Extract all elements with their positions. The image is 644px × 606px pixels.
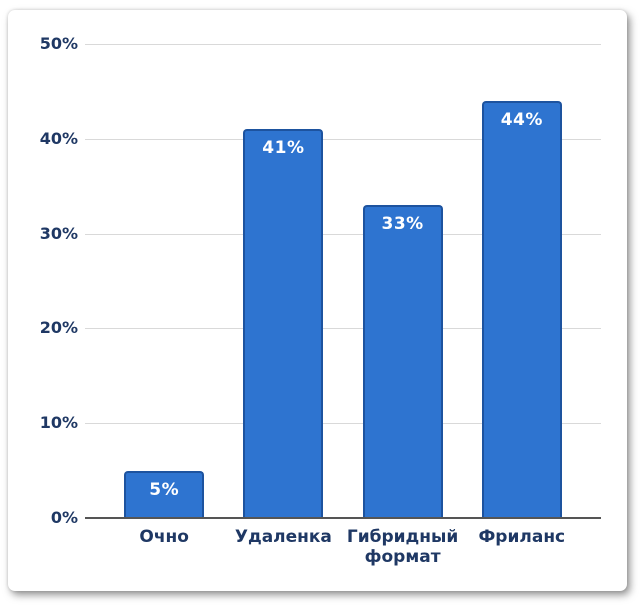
bar-2: 33% [362,205,443,518]
x-axis-line [85,517,601,519]
x-axis-label-1: Удаленка [234,527,332,547]
gridline-30 [85,233,601,235]
bar-value-label-2: 33% [381,214,424,235]
y-tick-label-10: 10% [39,413,78,433]
bar-1: 41% [243,129,324,518]
bar-value-label-3: 44% [500,109,543,130]
y-tick-label-50: 50% [39,34,78,53]
gridline-50 [85,44,601,45]
bar-value-label-1: 41% [262,138,305,159]
chart-card: 5% 41% 33% 44% 0% 10% 20% 30% 40% 50% Очно Удаленк… [8,10,627,591]
gridline-40 [85,138,601,140]
x-axis-label-2: Гибридный формат [346,527,459,568]
y-tick-label-40: 40% [39,128,78,148]
y-tick-label-20: 20% [39,318,78,338]
x-axis-label-0: Очно [139,527,189,547]
bar-3: 44% [481,100,562,518]
plot-area: 5% 41% 33% 44% [85,44,601,519]
x-axis-label-3: Фриланс [478,527,566,547]
bar-0: 5% [124,470,205,518]
y-tick-label-0: 0% [50,508,78,527]
bar-value-label-0: 5% [149,479,180,500]
y-tick-label-30: 30% [39,223,78,243]
gridline-20 [85,328,601,330]
gridline-10 [85,423,601,425]
